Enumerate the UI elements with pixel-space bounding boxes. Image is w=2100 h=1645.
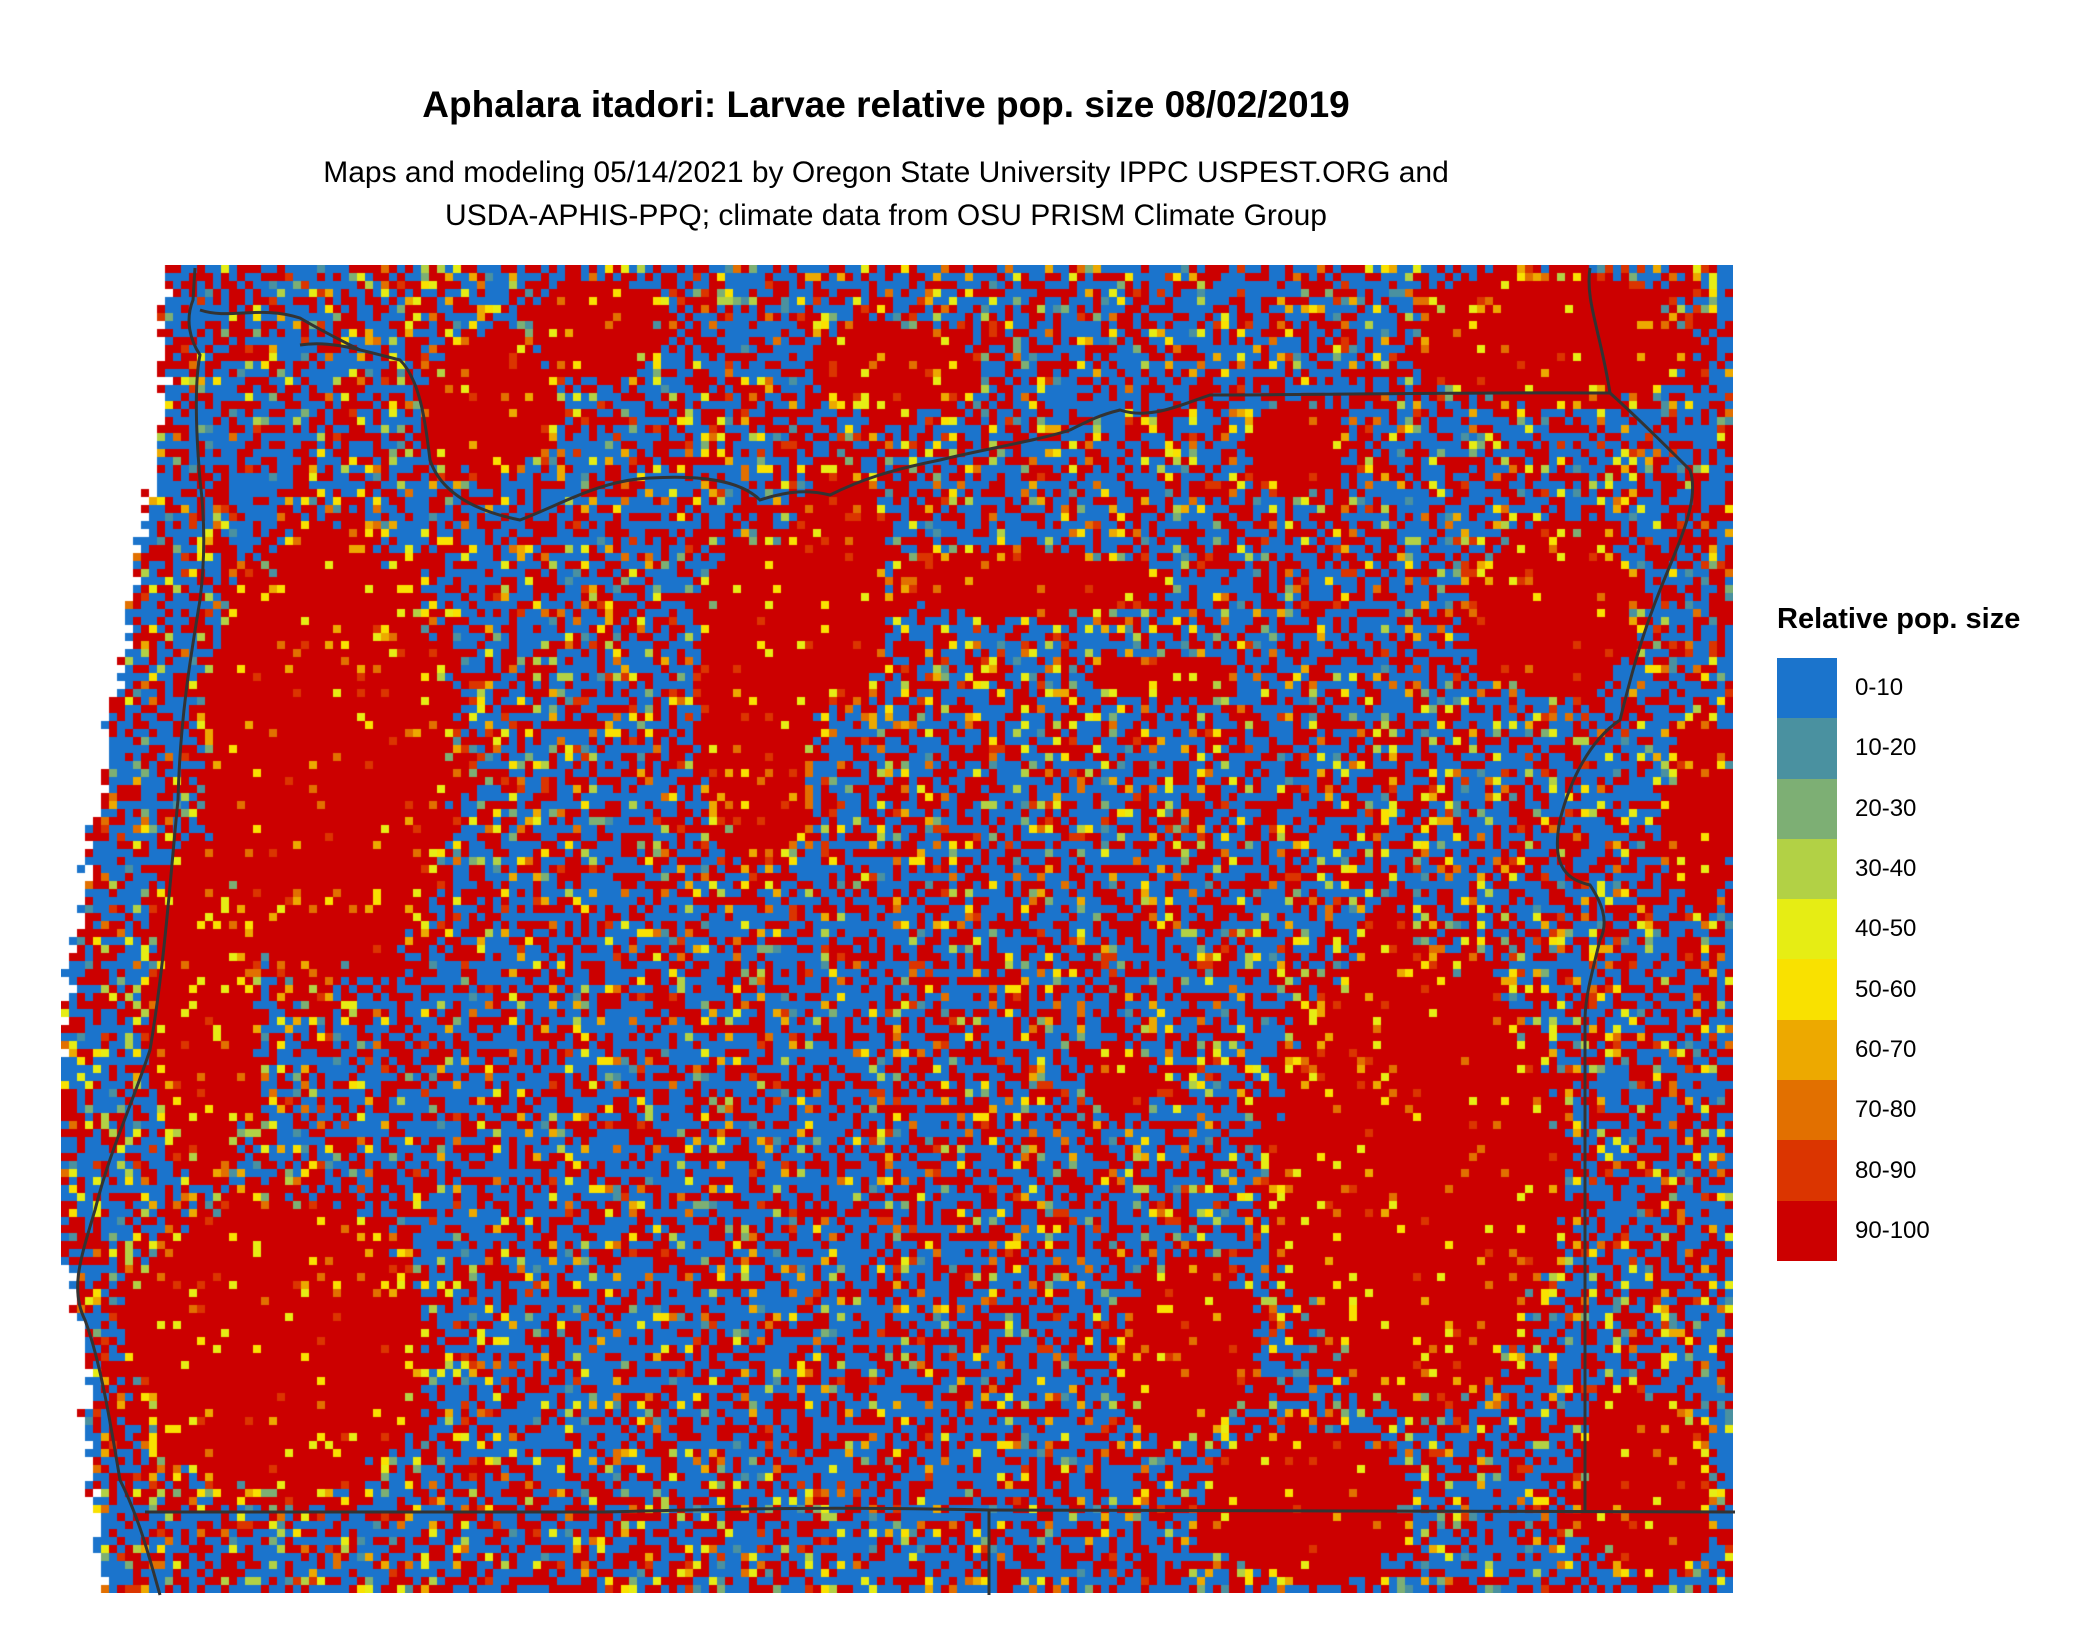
map-title: Aphalara itadori: Larvae relative pop. s… bbox=[422, 84, 1350, 125]
legend-label: 10-20 bbox=[1855, 734, 1917, 762]
snake-river bbox=[1587, 267, 1612, 394]
legend-item: 10-20 bbox=[1777, 718, 2020, 779]
oregon-south-border bbox=[145, 1506, 1736, 1514]
legend-label: 20-30 bbox=[1855, 794, 1917, 822]
coastline bbox=[76, 267, 206, 1596]
legend-label: 0-10 bbox=[1855, 674, 1904, 702]
legend-title: Relative pop. size bbox=[1777, 603, 2021, 635]
legend-swatch bbox=[1777, 1140, 1837, 1201]
legend-item: 80-90 bbox=[1777, 1140, 2020, 1201]
legend-item: 60-70 bbox=[1777, 1019, 2020, 1081]
legend-swatch bbox=[1777, 1019, 1837, 1081]
legend-item: 70-80 bbox=[1777, 1080, 2020, 1141]
legend-swatch bbox=[1777, 1080, 1837, 1141]
legend-label: 70-80 bbox=[1855, 1096, 1917, 1124]
legend-label: 80-90 bbox=[1855, 1156, 1917, 1184]
legend-label: 30-40 bbox=[1855, 855, 1917, 883]
legend-label: 50-60 bbox=[1855, 975, 1917, 1003]
legend-label: 60-70 bbox=[1855, 1035, 1917, 1063]
legend: Relative pop. size 0-10 10-20 20-30 30-40 40… bbox=[1777, 603, 2020, 1261]
legend-swatch bbox=[1777, 1200, 1837, 1261]
columbia-river-north bbox=[199, 308, 361, 352]
legend-swatch bbox=[1777, 658, 1837, 719]
legend-label: 90-100 bbox=[1855, 1216, 1930, 1244]
map-subtitle-line-1: Maps and modeling 05/14/2021 by Oregon S… bbox=[323, 156, 1449, 189]
legend-item: 0-10 bbox=[1777, 658, 2020, 719]
legend-item: 90-100 bbox=[1777, 1200, 2020, 1261]
legend-item: 30-40 bbox=[1777, 838, 2020, 900]
legend-item: 20-30 bbox=[1777, 778, 2020, 839]
oregon-north-border bbox=[299, 342, 1695, 1512]
legend-swatch bbox=[1777, 718, 1837, 779]
legend-swatch bbox=[1777, 778, 1837, 839]
legend-item: 40-50 bbox=[1777, 899, 2020, 960]
map-raster bbox=[61, 265, 1733, 1593]
legend-label: 40-50 bbox=[1855, 915, 1917, 943]
legend-item: 50-60 bbox=[1777, 959, 2020, 1020]
legend-swatch bbox=[1777, 959, 1837, 1020]
legend-list: 0-10 10-20 20-30 30-40 40-50 50-60 60-70 70-80 8… bbox=[1777, 658, 2020, 1261]
map-subtitle-line-2: USDA-APHIS-PPQ; climate data from OSU PR… bbox=[445, 199, 1327, 232]
legend-swatch bbox=[1777, 899, 1837, 960]
legend-swatch bbox=[1777, 838, 1837, 900]
